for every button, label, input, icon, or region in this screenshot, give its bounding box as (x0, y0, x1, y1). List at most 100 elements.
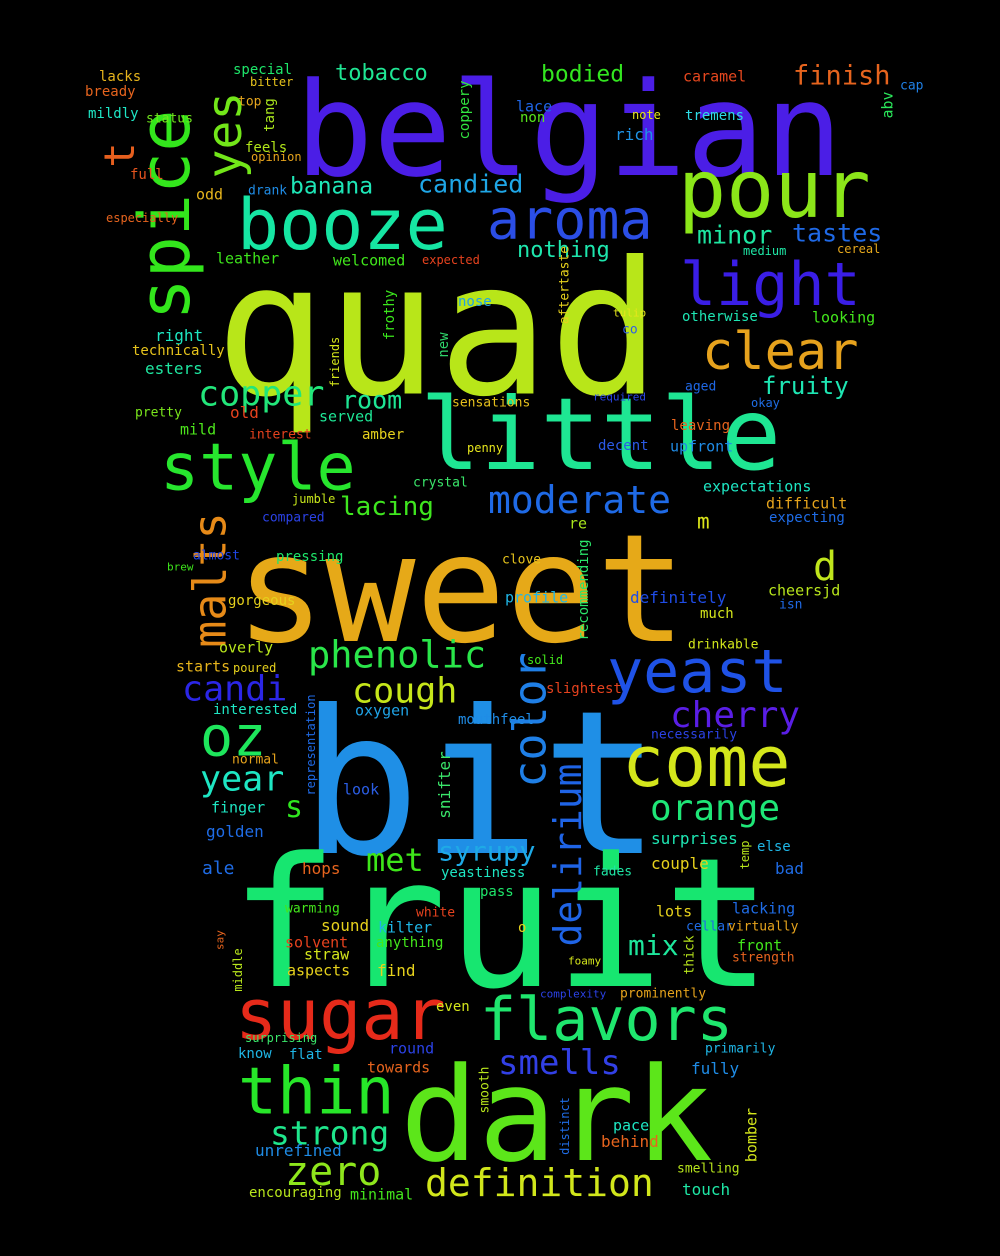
word-orange: orange (650, 788, 781, 829)
word-smells: smells (498, 1043, 621, 1083)
word-zero: zero (285, 1149, 382, 1195)
word-touch: touch (682, 1180, 731, 1199)
word-expectations: expectations (703, 477, 812, 496)
word-nose: nose (458, 294, 492, 310)
word-aroma: aroma (487, 187, 653, 252)
word-oxygen: oxygen (355, 701, 410, 720)
word-compared: compared (262, 510, 325, 526)
word-otherwise: otherwise (682, 309, 758, 325)
word-brew: brew (167, 560, 194, 574)
word-snifter: snifter (435, 751, 454, 819)
word-aspects: aspects (287, 961, 351, 980)
word-leather: leather (216, 249, 280, 268)
word-look: look (343, 780, 380, 799)
word-tang: tang (262, 98, 278, 132)
word-solid: solid (527, 653, 564, 667)
word-looking: looking (812, 308, 876, 327)
word-come: come (622, 721, 791, 803)
word-frothy: frothy (382, 289, 398, 341)
word-room: room (342, 385, 403, 415)
word-penny: penny (467, 441, 504, 455)
word-opinion: opinion (251, 150, 302, 164)
word-straw: straw (304, 945, 350, 964)
word-lacks: lacks (99, 69, 142, 85)
word-solvent: solvent (285, 933, 349, 952)
word-jumble: jumble (292, 492, 336, 506)
word-syrupy: syrupy (438, 836, 536, 868)
word-strong: strong (270, 1113, 390, 1153)
word-definition: definition (425, 1161, 654, 1205)
word-overly: overly (219, 638, 274, 657)
word-encouraging: encouraging (249, 1185, 342, 1201)
word-fruity: fruity (762, 372, 849, 400)
word-tremens: tremens (685, 108, 745, 124)
word-towards: towards (367, 1058, 431, 1077)
word-mix: mix (628, 929, 679, 962)
word-decent: decent (598, 438, 649, 454)
word-much: much (700, 606, 734, 622)
word-year: year (200, 759, 285, 800)
word-thick: thick (682, 935, 698, 975)
word-crystal: crystal (413, 475, 468, 491)
word-interest: interest (249, 427, 312, 443)
word-golden: golden (206, 822, 264, 841)
word-recommending: recommending (576, 539, 592, 641)
word-almost: almost (193, 548, 240, 564)
word-lacking: lacking (732, 899, 796, 918)
word-technically: technically (132, 343, 225, 359)
word-aged: aged (685, 379, 717, 395)
word-lace: lace (516, 97, 553, 116)
word-phenolic: phenolic (308, 633, 487, 677)
word-m: m (697, 509, 710, 534)
word-welcomed: welcomed (333, 251, 406, 270)
word-bad: bad (775, 859, 804, 878)
word-tulip: tulip (613, 306, 647, 320)
word-yeastiness: yeastiness (441, 865, 526, 881)
word-smooth: smooth (477, 1066, 493, 1114)
word-fades: fades (593, 864, 633, 880)
word-thin: thin (238, 1054, 395, 1130)
word-anything: anything (376, 935, 444, 951)
word-delirium: delirium (546, 763, 590, 947)
word-prominently: prominently (620, 986, 707, 1002)
word-candi: candi (182, 669, 288, 710)
word-moderate: moderate (488, 478, 672, 522)
word-friends: friends (328, 336, 342, 388)
word-odd: odd (196, 185, 224, 204)
word-special: special (233, 62, 293, 78)
word-distinct: distinct (558, 1097, 572, 1155)
word-candied: candied (418, 169, 524, 199)
word-round: round (389, 1039, 435, 1058)
word-esters: esters (145, 359, 203, 378)
word-lots: lots (656, 902, 693, 921)
word-mild: mild (180, 420, 217, 439)
word-top: top (238, 94, 262, 110)
word-pour: pour (678, 143, 871, 236)
word-mildly: mildly (88, 106, 139, 122)
word-aftertaste: aftertaste (557, 245, 573, 325)
word-banana: banana (290, 173, 374, 200)
word-sound: sound (321, 916, 370, 935)
word-re: re (569, 514, 588, 533)
word-expecting: expecting (769, 510, 845, 526)
word-interested: interested (213, 702, 298, 718)
word-strength: strength (732, 950, 795, 966)
word-drank: drank (248, 183, 288, 199)
word-oz: oz (200, 704, 267, 769)
word-minor: minor (697, 220, 773, 250)
word-expected: expected (422, 253, 480, 267)
word-old: old (230, 403, 259, 422)
word-rich: rich (615, 125, 654, 144)
word-surprises: surprises (651, 829, 738, 848)
word-sensations: sensations (452, 395, 531, 411)
word-feels: feels (245, 140, 288, 156)
word-co: co (622, 322, 638, 338)
word-primarily: primarily (705, 1041, 776, 1057)
word-hops: hops (302, 859, 341, 878)
word-bready: bready (85, 84, 136, 100)
word-cough: cough (352, 671, 458, 712)
word-know: know (238, 1046, 272, 1062)
word-behind: behind (601, 1132, 659, 1151)
word-representation: representation (304, 694, 318, 796)
word-cellar: cellar (686, 919, 733, 935)
